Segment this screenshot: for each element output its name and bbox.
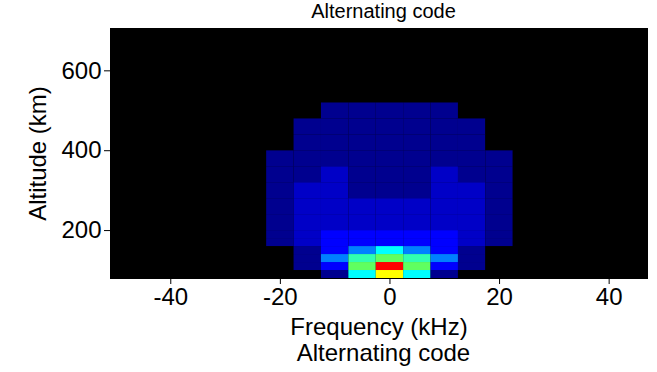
svg-text:600: 600 [61,57,101,84]
svg-text:40: 40 [596,283,623,310]
svg-text:20: 20 [486,283,513,310]
svg-text:Frequency (kHz): Frequency (kHz) [290,313,467,340]
svg-text:-40: -40 [153,283,188,310]
svg-text:Altitude (km): Altitude (km) [24,86,51,221]
html-text:Alternating code: Alternating code [296,339,471,366]
html-text:Alternating code: Alternating code [311,0,456,22]
svg-text:-20: -20 [263,283,298,310]
svg-text:400: 400 [61,136,101,163]
svg-text:200: 200 [61,216,101,243]
svg-text:0: 0 [383,283,396,310]
